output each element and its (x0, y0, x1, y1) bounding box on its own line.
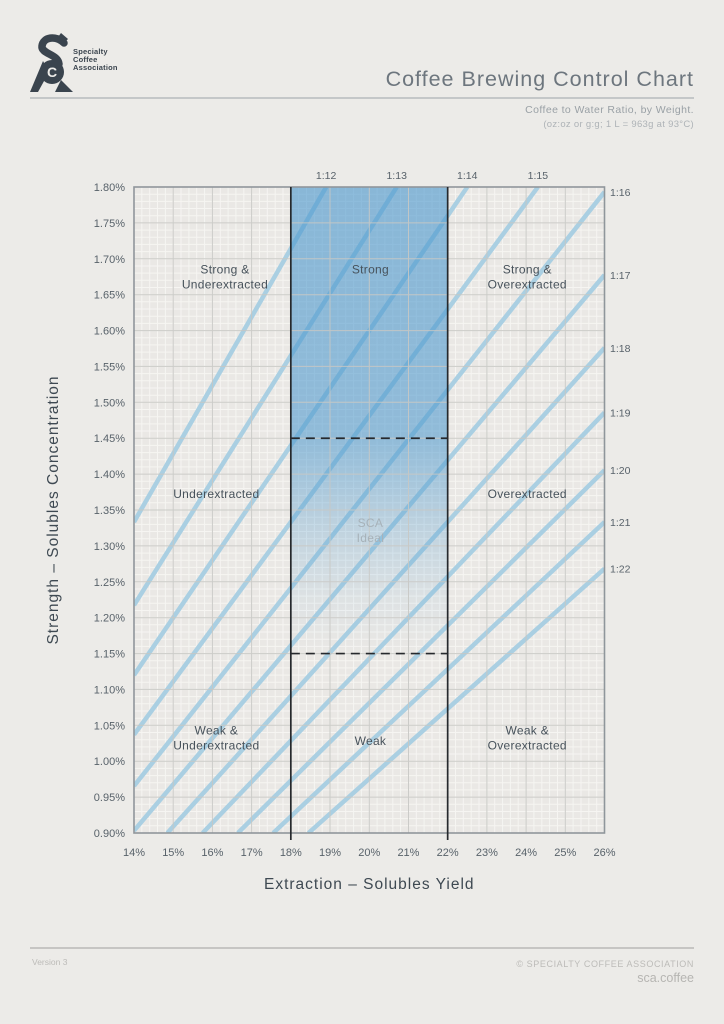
header-divider (30, 97, 694, 99)
x-axis-tick: 24% (515, 847, 537, 859)
x-axis-title: Extraction – Solubles Yield (264, 876, 475, 893)
website-label: sca.coffee (637, 971, 694, 985)
y-axis-tick: 1.20% (94, 613, 125, 625)
ratio-label-1:18: 1:18 (610, 343, 631, 355)
region-label: Overextracted (488, 487, 567, 501)
y-axis-tick: 1.55% (94, 361, 125, 373)
page-title: Coffee Brewing Control Chart (385, 67, 694, 91)
y-axis-tick: 1.00% (94, 756, 125, 768)
footer-divider (30, 947, 694, 949)
x-axis-tick: 26% (593, 847, 615, 859)
y-axis-tick: 1.15% (94, 649, 125, 661)
region-label: Weak & Overextracted (488, 724, 567, 753)
footer-credits: © SPECIALTY COFFEE ASSOCIATION sca.coffe… (516, 959, 694, 985)
region-label: Strong & Underextracted (182, 263, 268, 292)
x-axis-tick: 25% (554, 847, 576, 859)
y-axis-tick: 1.40% (94, 469, 125, 481)
ratio-label-1:19: 1:19 (610, 408, 631, 420)
y-axis-tick: 1.50% (94, 397, 125, 409)
x-axis-tick: 17% (241, 847, 263, 859)
region-label: SCA Ideal (357, 516, 385, 545)
y-axis-tick: 1.35% (94, 505, 125, 517)
region-label: Weak (355, 734, 387, 748)
logo-text: Specialty Coffee Association (73, 48, 118, 72)
region-label: Underextracted (173, 487, 259, 501)
ratio-label-1:15: 1:15 (528, 170, 549, 182)
x-axis-tick: 14% (123, 847, 145, 859)
region-label: Strong (352, 263, 389, 277)
ratio-label-1:21: 1:21 (610, 517, 631, 529)
y-axis-tick: 1.25% (94, 577, 125, 589)
copyright-label: © SPECIALTY COFFEE ASSOCIATION (516, 959, 694, 969)
ratio-label-1:22: 1:22 (610, 564, 631, 576)
y-axis-tick: 0.95% (94, 792, 125, 804)
x-axis-tick: 18% (280, 847, 302, 859)
x-axis-tick: 22% (437, 847, 459, 859)
logo-line-3: Association (73, 63, 118, 72)
ratio-line-1:22 (306, 566, 605, 833)
ratio-line-1:21 (271, 520, 605, 833)
y-axis-title: Strength – Solubles Concentration (45, 375, 62, 644)
chart-subtitle: Coffee to Water Ratio, by Weight. (oz:oz… (525, 104, 694, 130)
ratio-label-1:12: 1:12 (316, 170, 337, 182)
region-label: Weak & Underextracted (173, 724, 259, 753)
y-axis-tick: 1.10% (94, 684, 125, 696)
x-axis-tick: 23% (476, 847, 498, 859)
x-axis-tick: 20% (358, 847, 380, 859)
x-axis-tick: 15% (162, 847, 184, 859)
x-axis-tick: 19% (319, 847, 341, 859)
x-axis-tick: 16% (201, 847, 223, 859)
y-axis-tick: 1.80% (94, 182, 125, 194)
logo-line-2: Coffee (73, 55, 98, 64)
sca-logo-icon: C (28, 31, 80, 98)
y-axis-tick: 1.70% (94, 254, 125, 266)
y-axis-tick: 0.90% (94, 828, 125, 840)
ratio-label-1:13: 1:13 (386, 170, 407, 182)
region-label: Strong & Overextracted (488, 263, 567, 292)
y-axis-tick: 1.05% (94, 720, 125, 732)
y-axis-tick: 1.65% (94, 290, 125, 302)
ratio-label-1:20: 1:20 (610, 465, 631, 477)
version-label: Version 3 (32, 957, 68, 967)
ratio-label-1:14: 1:14 (457, 170, 478, 182)
subtitle-line-2: (oz:oz or g:g; 1 L = 963g at 93°C) (543, 119, 694, 130)
y-axis-tick: 1.75% (94, 218, 125, 230)
y-axis-tick: 1.45% (94, 433, 125, 445)
ratio-label-1:16: 1:16 (610, 187, 631, 199)
x-axis-tick: 21% (397, 847, 419, 859)
svg-text:C: C (47, 64, 57, 80)
logo-line-1: Specialty (73, 47, 108, 56)
subtitle-line-1: Coffee to Water Ratio, by Weight. (525, 104, 694, 116)
ratio-label-1:17: 1:17 (610, 270, 631, 282)
y-axis-tick: 1.30% (94, 541, 125, 553)
y-axis-tick: 1.60% (94, 326, 125, 338)
plot-border (133, 186, 606, 834)
